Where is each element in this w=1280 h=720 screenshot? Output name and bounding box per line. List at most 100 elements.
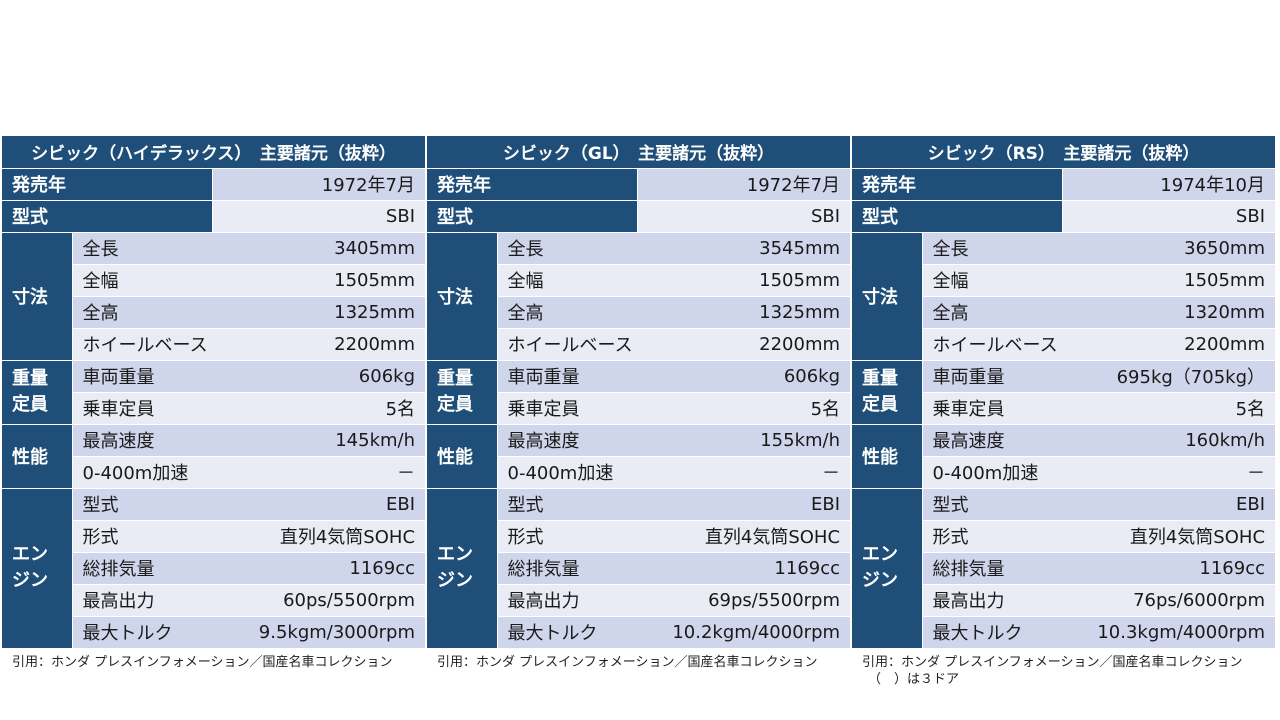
width-label: 全幅	[922, 264, 1062, 297]
model-code-label: 型式	[427, 200, 638, 233]
release-year-label: 発売年	[427, 168, 638, 201]
citation-note-3: 引用：ホンダ プレスインフォメーション／国産名車コレクション （ ）は３ドア	[862, 654, 1242, 688]
displacement-label: 総排気量	[72, 552, 212, 585]
seating-capacity-label: 乗車定員	[497, 392, 637, 425]
max-power-value: 69ps/5500rpm	[637, 584, 851, 617]
performance-category: 性能	[2, 424, 73, 489]
vehicle-weight-value: 606kg	[637, 360, 851, 393]
citation-text: 引用：ホンダ プレスインフォメーション／国産名車コレクション	[862, 655, 1243, 670]
height-label: 全高	[497, 296, 637, 329]
spec-table: シビック（ハイデラックス） 主要諸元（抜粋） 発売年 1972年7月 型式 SB…	[2, 136, 426, 649]
engine-category-line-2: ジン	[437, 570, 473, 591]
release-year-value: 1972年7月	[637, 168, 851, 201]
engine-category: エン ジン	[2, 488, 73, 649]
vehicle-weight-label: 車両重量	[497, 360, 637, 393]
engine-category-line-2: ジン	[862, 570, 898, 591]
top-speed-value: 155km/h	[637, 424, 851, 457]
height-value: 1325mm	[637, 296, 851, 329]
displacement-value: 1169cc	[1062, 552, 1276, 585]
height-label: 全高	[922, 296, 1062, 329]
max-torque-label: 最大トルク	[72, 616, 212, 649]
engine-type-value: 直列4気筒SOHC	[637, 520, 851, 553]
performance-category: 性能	[427, 424, 498, 489]
length-label: 全長	[497, 232, 637, 265]
height-value: 1325mm	[212, 296, 426, 329]
release-year-value: 1974年10月	[1062, 168, 1276, 201]
capacity-category-line: 定員	[437, 394, 473, 415]
engine-model-value: EBI	[1062, 488, 1276, 521]
max-torque-value: 10.2kgm/4000rpm	[637, 616, 851, 649]
acceleration-label: 0-400m加速	[922, 456, 1062, 489]
acceleration-value: －	[637, 456, 851, 489]
weight-category-line: 重量	[12, 368, 48, 389]
length-label: 全長	[72, 232, 212, 265]
engine-category-line-1: エン	[12, 544, 48, 565]
release-year-label: 発売年	[2, 168, 213, 201]
engine-model-label: 型式	[497, 488, 637, 521]
seating-capacity-value: 5名	[212, 392, 426, 425]
engine-model-label: 型式	[922, 488, 1062, 521]
max-power-label: 最高出力	[922, 584, 1062, 617]
three-door-note: （ ）は３ドア	[868, 672, 960, 687]
weight-category-line: 重量	[437, 368, 473, 389]
max-power-label: 最高出力	[72, 584, 212, 617]
engine-category: エン ジン	[427, 488, 498, 649]
engine-type-label: 形式	[497, 520, 637, 553]
max-torque-value: 10.3kgm/4000rpm	[1062, 616, 1276, 649]
length-value: 3650mm	[1062, 232, 1276, 265]
vehicle-weight-value: 695kg（705kg）	[1062, 360, 1276, 393]
engine-category-line-1: エン	[437, 544, 473, 565]
width-value: 1505mm	[637, 264, 851, 297]
performance-category: 性能	[852, 424, 923, 489]
wheelbase-value: 2200mm	[637, 328, 851, 361]
max-power-label: 最高出力	[497, 584, 637, 617]
wheelbase-label: ホイールベース	[497, 328, 637, 361]
dimensions-category: 寸法	[852, 232, 923, 361]
engine-type-label: 形式	[922, 520, 1062, 553]
displacement-value: 1169cc	[637, 552, 851, 585]
citation-note-2: 引用：ホンダ プレスインフォメーション／国産名車コレクション	[437, 654, 817, 671]
max-torque-label: 最大トルク	[922, 616, 1062, 649]
acceleration-value: －	[1062, 456, 1276, 489]
displacement-label: 総排気量	[922, 552, 1062, 585]
width-label: 全幅	[497, 264, 637, 297]
model-code-label: 型式	[2, 200, 213, 233]
height-label: 全高	[72, 296, 212, 329]
weight-capacity-category: 重量 定員	[2, 360, 73, 425]
acceleration-value: －	[212, 456, 426, 489]
displacement-value: 1169cc	[212, 552, 426, 585]
spec-table: シビック（RS） 主要諸元（抜粋） 発売年 1974年10月 型式 SBI 寸法…	[852, 136, 1276, 649]
engine-model-label: 型式	[72, 488, 212, 521]
height-value: 1320mm	[1062, 296, 1276, 329]
capacity-category-line: 定員	[12, 394, 48, 415]
seating-capacity-value: 5名	[637, 392, 851, 425]
spec-table-title: シビック（ハイデラックス） 主要諸元（抜粋）	[2, 136, 426, 169]
engine-type-value: 直列4気筒SOHC	[212, 520, 426, 553]
model-code-value: SBI	[1062, 200, 1276, 233]
weight-capacity-category: 重量 定員	[427, 360, 498, 425]
citation-text: 引用：ホンダ プレスインフォメーション／国産名車コレクション	[437, 655, 818, 670]
wheelbase-label: ホイールベース	[72, 328, 212, 361]
capacity-category-line: 定員	[862, 394, 898, 415]
displacement-label: 総排気量	[497, 552, 637, 585]
release-year-label: 発売年	[852, 168, 1063, 201]
width-label: 全幅	[72, 264, 212, 297]
vehicle-weight-label: 車両重量	[72, 360, 212, 393]
citation-text: 引用：ホンダ プレスインフォメーション／国産名車コレクション	[12, 655, 393, 670]
engine-category-line-2: ジン	[12, 570, 48, 591]
width-value: 1505mm	[212, 264, 426, 297]
top-speed-value: 160km/h	[1062, 424, 1276, 457]
top-speed-label: 最高速度	[72, 424, 212, 457]
max-power-value: 60ps/5500rpm	[212, 584, 426, 617]
acceleration-label: 0-400m加速	[497, 456, 637, 489]
wheelbase-value: 2200mm	[212, 328, 426, 361]
length-label: 全長	[922, 232, 1062, 265]
engine-category: エン ジン	[852, 488, 923, 649]
engine-type-value: 直列4気筒SOHC	[1062, 520, 1276, 553]
spec-table: シビック（GL） 主要諸元（抜粋） 発売年 1972年7月 型式 SBI 寸法 …	[427, 136, 851, 649]
top-speed-label: 最高速度	[497, 424, 637, 457]
release-year-value: 1972年7月	[212, 168, 426, 201]
weight-capacity-category: 重量 定員	[852, 360, 923, 425]
width-value: 1505mm	[1062, 264, 1276, 297]
wheelbase-label: ホイールベース	[922, 328, 1062, 361]
